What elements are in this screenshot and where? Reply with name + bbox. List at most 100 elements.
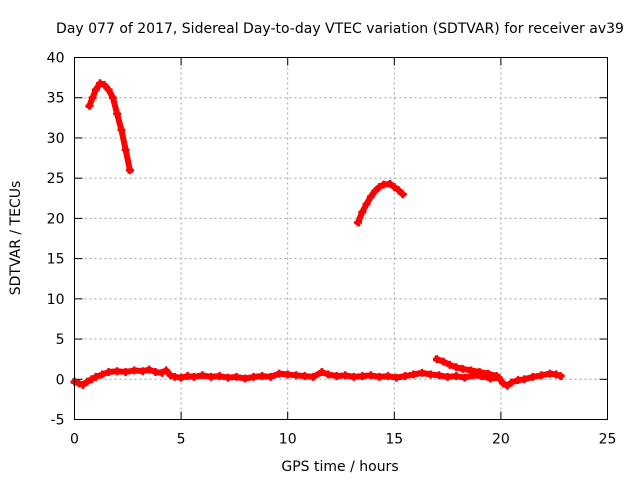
data-point bbox=[232, 372, 241, 381]
series-arc-midday bbox=[354, 179, 408, 227]
y-tick-label: -5 bbox=[51, 413, 65, 429]
x-tick-label: 15 bbox=[385, 432, 403, 448]
data-point bbox=[108, 93, 117, 102]
data-point bbox=[100, 80, 109, 89]
series-baseline bbox=[70, 365, 565, 390]
grid bbox=[74, 57, 608, 420]
y-tick-label: 35 bbox=[47, 91, 65, 107]
data-point bbox=[362, 199, 371, 208]
data-point bbox=[435, 371, 444, 380]
data-point bbox=[469, 371, 478, 380]
y-tick-label: 10 bbox=[47, 292, 65, 308]
y-tick-label: 30 bbox=[47, 131, 65, 147]
data-point bbox=[166, 371, 175, 380]
data-point bbox=[292, 371, 301, 380]
y-axis-title: SDTVAR / TECUs bbox=[8, 181, 24, 296]
y-tick-label: 15 bbox=[47, 252, 65, 268]
data-point bbox=[439, 357, 448, 366]
data-marks bbox=[70, 79, 565, 390]
data-point bbox=[113, 367, 122, 376]
data-point bbox=[241, 374, 250, 383]
data-point bbox=[386, 179, 395, 188]
data-point bbox=[98, 370, 107, 379]
axis-ticks bbox=[74, 57, 608, 420]
data-point bbox=[104, 368, 113, 377]
data-point bbox=[477, 372, 486, 381]
x-tick-label: 25 bbox=[599, 432, 617, 448]
data-point bbox=[283, 370, 292, 379]
data-point bbox=[358, 207, 367, 216]
data-point bbox=[324, 370, 333, 379]
data-point bbox=[341, 371, 350, 380]
data-point bbox=[130, 366, 139, 375]
data-point bbox=[113, 109, 122, 118]
series-arc-early bbox=[85, 79, 134, 175]
y-tick-label: 20 bbox=[47, 211, 65, 227]
data-point bbox=[443, 372, 452, 381]
data-point bbox=[300, 372, 309, 381]
data-point bbox=[366, 192, 375, 201]
data-point bbox=[398, 190, 407, 199]
y-tick-label: 0 bbox=[56, 372, 65, 388]
y-tick-label: 40 bbox=[47, 51, 65, 67]
x-tick-label: 0 bbox=[70, 432, 79, 448]
plot-frame bbox=[74, 57, 608, 420]
data-point bbox=[494, 373, 503, 382]
data-point bbox=[432, 355, 441, 364]
data-point bbox=[224, 373, 233, 382]
data-point bbox=[392, 373, 401, 382]
data-point bbox=[266, 372, 275, 381]
data-point bbox=[74, 379, 83, 388]
data-point bbox=[88, 93, 97, 102]
data-point bbox=[375, 183, 384, 192]
data-point bbox=[91, 372, 100, 381]
data-point bbox=[275, 369, 284, 378]
x-axis-title: GPS time / hours bbox=[281, 459, 398, 475]
data-point bbox=[198, 371, 207, 380]
data-point bbox=[503, 381, 512, 390]
data-point bbox=[409, 370, 418, 379]
data-point bbox=[383, 372, 392, 381]
data-point bbox=[400, 372, 409, 381]
data-point bbox=[121, 368, 130, 377]
data-point bbox=[445, 360, 454, 369]
data-point bbox=[520, 375, 529, 384]
data-point bbox=[358, 372, 367, 381]
data-point bbox=[394, 186, 403, 195]
data-point bbox=[418, 368, 427, 377]
data-point bbox=[371, 187, 380, 196]
data-point bbox=[507, 378, 516, 387]
data-point bbox=[117, 125, 126, 134]
data-point bbox=[309, 372, 318, 381]
data-point bbox=[354, 218, 363, 227]
data-point bbox=[552, 370, 561, 379]
data-point bbox=[458, 364, 467, 373]
data-point bbox=[138, 367, 147, 376]
y-tick-label: 25 bbox=[47, 171, 65, 187]
data-point bbox=[104, 85, 113, 94]
data-point bbox=[91, 85, 100, 94]
data-point bbox=[249, 372, 258, 381]
x-axis-tick-labels: 0 5 10 15 20 25 bbox=[70, 432, 616, 448]
chart-title: Day 077 of 2017, Sidereal Day-to-day VTE… bbox=[56, 21, 624, 37]
data-point bbox=[96, 79, 105, 88]
x-tick-label: 20 bbox=[492, 432, 510, 448]
data-point bbox=[79, 380, 88, 389]
data-point bbox=[87, 375, 96, 384]
data-point bbox=[145, 365, 154, 374]
data-point bbox=[317, 368, 326, 377]
y-tick-label: 5 bbox=[56, 332, 65, 348]
data-point bbox=[426, 370, 435, 379]
data-point bbox=[83, 377, 92, 386]
y-axis-tick-labels: -5 0 5 10 15 20 25 30 35 40 bbox=[47, 51, 65, 429]
x-tick-label: 5 bbox=[177, 432, 186, 448]
data-point bbox=[349, 372, 358, 381]
data-point bbox=[121, 146, 130, 155]
data-point bbox=[85, 101, 94, 110]
data-point bbox=[486, 374, 495, 383]
data-point bbox=[556, 372, 565, 381]
data-point bbox=[537, 371, 546, 380]
data-point bbox=[206, 372, 215, 381]
data-point bbox=[258, 372, 267, 381]
